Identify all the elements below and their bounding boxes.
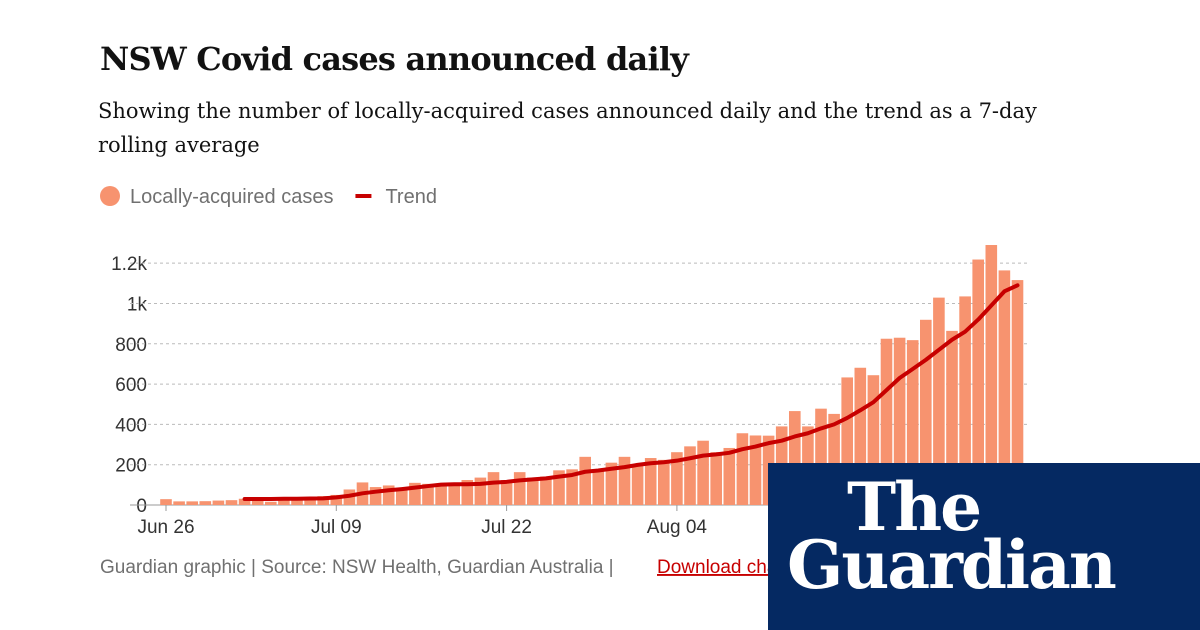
- bar: [487, 472, 500, 505]
- bar: [592, 470, 605, 505]
- bar: [854, 367, 867, 505]
- bar: [225, 500, 238, 505]
- bar: [946, 330, 958, 505]
- legend-label: Trend: [385, 186, 437, 208]
- bar: [579, 456, 591, 505]
- bar: [658, 459, 670, 505]
- trend-line: [242, 283, 1020, 501]
- bar: [173, 501, 185, 505]
- y-tick-label: 400: [115, 415, 147, 436]
- bar: [553, 470, 565, 505]
- bar: [199, 501, 212, 505]
- bar: [382, 485, 395, 505]
- bar: [251, 497, 264, 505]
- x-tick-label: Aug 04: [647, 517, 708, 538]
- y-tick-label: 800: [115, 335, 147, 356]
- bar: [906, 340, 919, 505]
- x-tick-label: Jun 26: [137, 517, 194, 538]
- bar: [684, 446, 696, 505]
- bar: [815, 408, 827, 505]
- bar: [396, 489, 408, 505]
- legend-label: Locally-acquired cases: [130, 186, 333, 208]
- bar: [631, 464, 644, 505]
- bar: [409, 482, 421, 505]
- bar: [723, 447, 736, 505]
- bar: [212, 500, 225, 505]
- bar: [500, 480, 513, 505]
- download-link[interactable]: Download chart: [657, 557, 790, 578]
- bar: [1011, 280, 1024, 505]
- bar: [920, 319, 932, 505]
- bar: [317, 496, 329, 505]
- bar: [238, 498, 251, 505]
- subtitle-box: Showing the number of locally-acquired c…: [98, 99, 1037, 157]
- plot: 0 200 400 600 800 1k 1.2k Jun 26 Jul 09 Jul 22 Aug…: [111, 245, 1048, 538]
- bar: [828, 413, 840, 505]
- bar: [186, 501, 198, 505]
- bar: [959, 296, 971, 505]
- bar: [736, 433, 749, 505]
- bar: [789, 411, 801, 505]
- bar: [841, 377, 853, 505]
- y-tick-label: 200: [115, 456, 147, 477]
- y-tick-label: 1k: [127, 294, 148, 315]
- logo-line2: Guardian: [787, 526, 1116, 604]
- bar: [985, 245, 998, 505]
- bar: [160, 499, 172, 505]
- bar: [474, 477, 487, 505]
- x-tick-label: Jul 22: [481, 517, 532, 538]
- bar: [265, 501, 277, 505]
- bar: [540, 476, 552, 505]
- legend-swatch: [100, 186, 120, 206]
- logo-line1: The: [847, 468, 980, 546]
- bar: [435, 485, 447, 505]
- bar: [749, 435, 762, 505]
- bar: [304, 497, 316, 505]
- bar: [644, 458, 657, 505]
- y-tick-label: 1.2k: [111, 254, 147, 275]
- y-tick-label: 0: [136, 496, 147, 517]
- legend: Locally-acquired cases Trend: [100, 186, 437, 208]
- bar: [618, 456, 631, 505]
- bar: [893, 337, 906, 505]
- bar: [972, 259, 984, 505]
- bar: [566, 469, 578, 505]
- bar: [291, 499, 303, 505]
- bar: [278, 497, 290, 505]
- bar: [671, 452, 683, 505]
- bar: [880, 338, 893, 505]
- chart-title: NSW Covid cases announced daily: [100, 40, 690, 78]
- logo-box: [768, 463, 1200, 630]
- chart-subtitle: Showing the number of locally-acquired c…: [98, 99, 1037, 157]
- source: Guardian graphic | Source: NSW Health, G…: [100, 557, 614, 578]
- x-tick-label: Jul 09: [311, 517, 362, 538]
- bar: [422, 483, 434, 505]
- bar: [513, 472, 526, 505]
- bar: [369, 487, 382, 505]
- bar: [448, 482, 460, 505]
- bar: [527, 477, 539, 505]
- bar: [330, 494, 343, 505]
- bar: [461, 480, 474, 505]
- bar: [697, 440, 709, 505]
- bar: [710, 452, 722, 505]
- bar: [867, 375, 880, 505]
- y-tick-label: 600: [115, 375, 147, 396]
- bar: [933, 297, 945, 505]
- bar: [998, 270, 1011, 505]
- bar: [605, 462, 618, 505]
